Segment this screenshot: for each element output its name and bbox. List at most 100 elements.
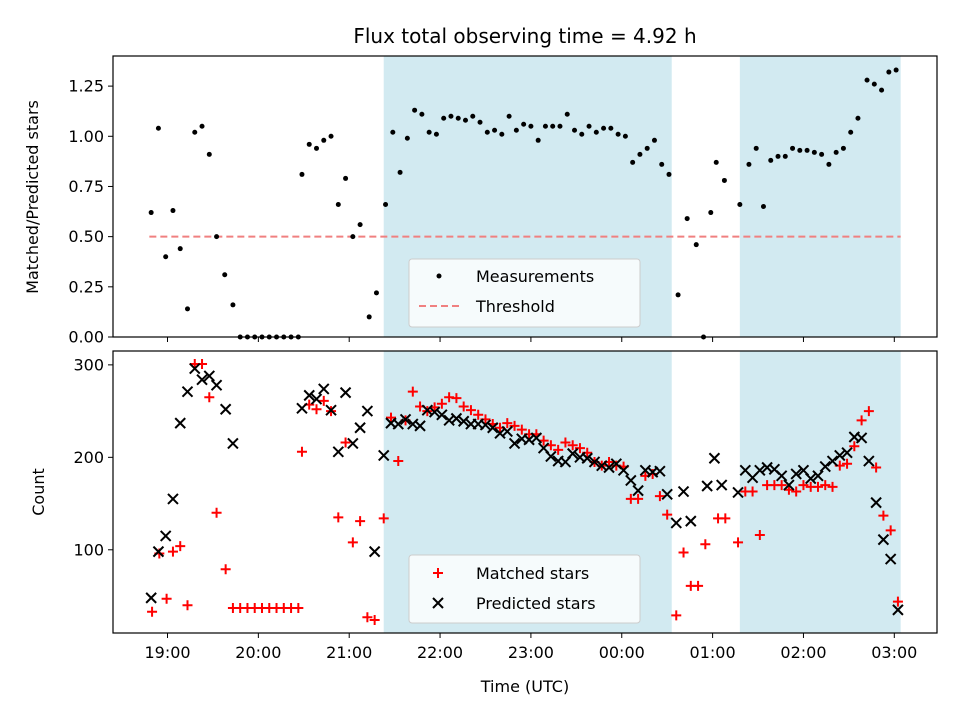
measurement-point-94 xyxy=(848,129,854,135)
predicted-stars-points xyxy=(145,362,904,616)
measurement-point-29 xyxy=(357,222,363,228)
measurement-point-89 xyxy=(811,149,817,155)
matched-point-27 xyxy=(340,437,351,448)
predicted-point-52 xyxy=(588,456,601,468)
matched-point-78 xyxy=(720,513,731,524)
measurement-point-98 xyxy=(879,87,885,93)
matched-point-23 xyxy=(311,404,322,415)
matched-point-4 xyxy=(175,541,186,552)
matched-point-76 xyxy=(700,539,711,550)
measurement-point-72 xyxy=(675,292,681,298)
legend-label-measurements: Measurements xyxy=(476,267,594,286)
matched-point-32 xyxy=(378,513,389,524)
legend-label-matched: Matched stars xyxy=(476,564,589,583)
predicted-point-67 xyxy=(708,452,721,464)
matched-point-30 xyxy=(362,612,373,623)
matched-point-91 xyxy=(820,480,831,491)
matched-point-49 xyxy=(502,418,513,429)
predicted-point-19 xyxy=(347,437,359,450)
measurement-point-45 xyxy=(477,119,483,125)
x-axis-label: Time (UTC) xyxy=(480,677,569,696)
predicted-point-46 xyxy=(545,450,557,463)
bottom-plot-frame xyxy=(112,350,938,634)
top-y-tick-label-5: 1.25 xyxy=(68,77,104,96)
predicted-point-38 xyxy=(487,422,499,434)
measurement-point-37 xyxy=(419,111,425,117)
bottom-y-axis-label: Count xyxy=(29,468,48,516)
measurement-point-25 xyxy=(328,133,334,139)
predicted-point-9 xyxy=(210,379,223,391)
predicted-point-10 xyxy=(219,403,232,415)
measurement-point-42 xyxy=(455,115,461,121)
predicted-point-66 xyxy=(701,480,713,492)
top-y-axis: 0.00 0.25 0.50 0.75 1.00 1.25 xyxy=(68,77,113,347)
predicted-point-11 xyxy=(227,437,239,450)
measurement-point-62 xyxy=(601,125,607,131)
measurement-point-82 xyxy=(760,204,766,210)
predicted-point-81 xyxy=(819,460,831,473)
matched-point-59 xyxy=(574,443,585,454)
measurement-point-9 xyxy=(214,234,220,240)
matched-point-5 xyxy=(182,600,193,611)
measurement-point-100 xyxy=(893,67,899,73)
predicted-point-30 xyxy=(428,406,441,418)
measurement-point-51 xyxy=(521,121,527,127)
measurement-point-6 xyxy=(192,129,198,135)
measurement-point-27 xyxy=(343,175,349,181)
measurement-point-70 xyxy=(659,161,665,167)
predicted-point-28 xyxy=(414,420,426,432)
measurement-point-10 xyxy=(222,272,228,278)
chart-title: Flux total observing time = 4.92 h xyxy=(353,24,696,48)
measurement-point-43 xyxy=(462,117,468,123)
legend-label-threshold: Threshold xyxy=(475,297,555,316)
predicted-point-83 xyxy=(834,449,846,462)
matched-point-96 xyxy=(856,415,867,426)
predicted-point-89 xyxy=(877,533,890,546)
predicted-point-54 xyxy=(603,461,615,474)
bottom-y-tick-label-2: 300 xyxy=(73,355,104,374)
predicted-point-7 xyxy=(196,373,208,386)
measurement-point-39 xyxy=(433,131,439,137)
measurement-point-56 xyxy=(557,123,563,129)
predicted-point-91 xyxy=(892,604,904,616)
bottom-legend-box xyxy=(408,554,641,624)
matched-point-50 xyxy=(509,420,520,431)
matched-point-97 xyxy=(863,406,874,417)
matched-point-10 xyxy=(220,564,231,575)
matched-point-79 xyxy=(733,537,744,548)
measurement-point-78 xyxy=(721,177,727,183)
matched-point-3 xyxy=(167,546,178,557)
predicted-point-22 xyxy=(368,545,381,558)
top-y-tick-label-4: 1.00 xyxy=(68,127,104,146)
measurement-point-48 xyxy=(499,131,505,137)
x-tick-label-7: 02:00 xyxy=(780,643,826,662)
measurement-point-22 xyxy=(306,141,312,147)
matched-point-51 xyxy=(516,424,527,435)
measurement-point-7 xyxy=(199,123,205,129)
matched-point-29 xyxy=(355,516,366,527)
predicted-point-44 xyxy=(530,432,543,444)
measurement-point-8 xyxy=(206,151,212,157)
predicted-point-6 xyxy=(189,362,201,375)
matched-point-81 xyxy=(747,486,758,497)
predicted-point-33 xyxy=(450,412,463,425)
predicted-point-41 xyxy=(508,437,521,450)
matched-point-21 xyxy=(296,446,307,457)
measurement-point-73 xyxy=(684,216,690,222)
x-tick-label-5: 00:00 xyxy=(599,643,645,662)
measurement-point-53 xyxy=(535,137,541,143)
predicted-point-37 xyxy=(479,419,492,431)
measurement-point-44 xyxy=(470,113,476,119)
measurement-point-79 xyxy=(737,202,743,208)
bottom-y-tick-label-0: 100 xyxy=(73,540,104,559)
legend-marker-measurements xyxy=(436,273,442,279)
matched-point-20 xyxy=(293,603,304,614)
matched-point-43 xyxy=(458,401,469,412)
measurement-point-63 xyxy=(608,125,614,131)
predicted-point-0 xyxy=(145,592,157,604)
matched-point-0 xyxy=(147,606,158,617)
top-y-tick-label-1: 0.25 xyxy=(68,277,104,296)
measurement-point-99 xyxy=(886,69,892,75)
measurement-point-31 xyxy=(373,290,379,296)
predicted-point-63 xyxy=(670,517,682,529)
